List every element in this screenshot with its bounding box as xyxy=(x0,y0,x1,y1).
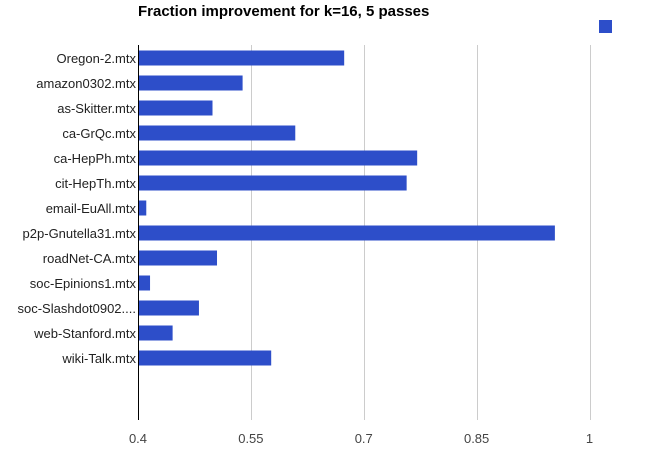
category-label: web-Stanford.mtx xyxy=(33,326,136,341)
bar[interactable] xyxy=(138,50,345,66)
bar[interactable] xyxy=(138,200,147,216)
x-tick-labels: 0.4 0.55 0.7 0.85 1 xyxy=(129,431,593,446)
category-label: soc-Slashdot0902.... xyxy=(17,301,136,316)
category-label: cit-HepTh.mtx xyxy=(55,176,136,191)
category-label: amazon0302.mtx xyxy=(36,76,136,91)
category-label: ca-HepPh.mtx xyxy=(54,151,137,166)
category-label: p2p-Gnutella31.mtx xyxy=(23,226,137,241)
category-label: Oregon-2.mtx xyxy=(57,51,137,66)
category-label: roadNet-CA.mtx xyxy=(43,251,137,266)
bar[interactable] xyxy=(138,250,218,266)
bar[interactable] xyxy=(138,325,173,341)
bar[interactable] xyxy=(138,225,555,241)
bars xyxy=(138,50,555,366)
bar[interactable] xyxy=(138,125,296,141)
bar[interactable] xyxy=(138,300,199,316)
category-label: ca-GrQc.mtx xyxy=(62,126,136,141)
category-label: as-Skitter.mtx xyxy=(57,101,136,116)
category-label: wiki-Talk.mtx xyxy=(61,351,136,366)
bar[interactable] xyxy=(138,275,151,291)
category-label: email-EuAll.mtx xyxy=(46,201,137,216)
category-labels: Oregon-2.mtx amazon0302.mtx as-Skitter.mtx… xyxy=(17,51,136,366)
legend-swatch[interactable] xyxy=(599,20,612,33)
category-label: soc-Epinions1.mtx xyxy=(30,276,137,291)
bar[interactable] xyxy=(138,350,272,366)
bar[interactable] xyxy=(138,100,213,116)
bar[interactable] xyxy=(138,150,418,166)
x-tick-label: 0.7 xyxy=(355,431,373,446)
x-tick-label: 0.55 xyxy=(238,431,263,446)
x-tick-label: 0.4 xyxy=(129,431,147,446)
bar[interactable] xyxy=(138,175,407,191)
x-tick-label: 1 xyxy=(586,431,593,446)
chart-title: Fraction improvement for k=16, 5 passes xyxy=(138,3,429,20)
bar[interactable] xyxy=(138,75,243,91)
x-tick-label: 0.85 xyxy=(464,431,489,446)
